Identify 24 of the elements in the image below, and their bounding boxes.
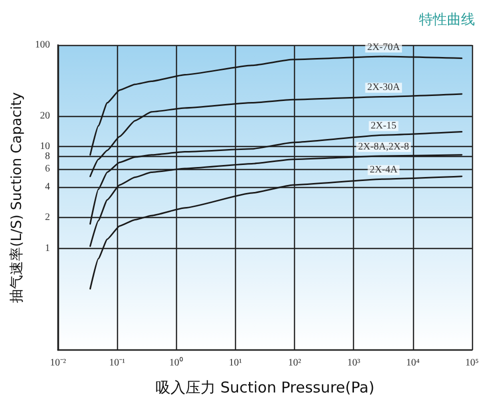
x-tick-label: 10¹ (228, 358, 242, 368)
y-tick-label: 1 (45, 242, 50, 254)
x-tick-label: 10³ (347, 358, 360, 368)
x-tick-label: 10⁵ (465, 358, 479, 368)
series-label: 2X-8A,2X-8 (358, 141, 410, 152)
x-tick-label: 10⁻² (50, 358, 66, 368)
series-label: 2X-15 (370, 120, 396, 132)
y-axis-title: 抽气速率(L/S) Suction Capacity (9, 92, 25, 303)
y-tick-label: 20 (40, 110, 50, 122)
series-label: 2X-30A (367, 82, 401, 94)
x-tick-label: 10⁻¹ (109, 358, 126, 368)
series-label: 2X-70A (367, 42, 401, 54)
y-tick-label: 2 (45, 212, 50, 224)
x-tick-label: 10⁰ (169, 356, 184, 368)
x-axis-title: 吸入压力 Suction Pressure(Pa) (156, 378, 374, 396)
chart-title: 特性曲线 (419, 12, 475, 28)
y-tick-label: 100 (35, 40, 50, 50)
y-tick-label: 6 (45, 164, 50, 175)
x-tick-label: 10² (288, 358, 302, 368)
series-label: 2X-4A (370, 164, 398, 176)
y-tick-label: 8 (45, 151, 50, 162)
y-tick-label: 4 (45, 182, 50, 193)
y-tick-label: 10 (40, 141, 50, 152)
x-tick-label: 10⁴ (406, 358, 420, 368)
